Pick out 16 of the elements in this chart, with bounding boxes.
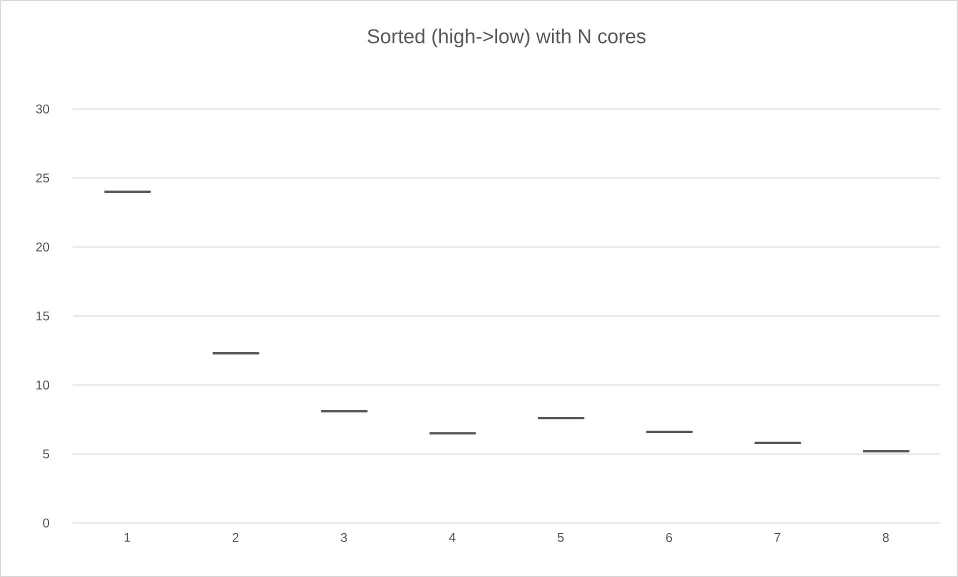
y-tick-label: 30 [36, 104, 50, 114]
x-tick-label: 7 [774, 533, 780, 542]
y-tick-label: 10 [36, 380, 50, 390]
chart-title: Sorted (high->low) with N cores [368, 28, 646, 48]
x-tick-label: 2 [232, 533, 238, 542]
y-tick-label: 25 [36, 174, 50, 182]
x-tick-label: 3 [340, 533, 347, 542]
y-tick-label: 20 [36, 242, 50, 252]
y-tick-label: 0 [43, 518, 50, 528]
y-tick-label: 15 [36, 312, 50, 320]
x-tick-label: 6 [666, 533, 672, 542]
x-tick-label: 1 [124, 533, 130, 542]
x-tick-label: 8 [882, 533, 889, 542]
x-tick-label: 4 [449, 533, 456, 542]
x-tick-label: 5 [558, 533, 564, 542]
y-tick-label: 5 [43, 450, 50, 458]
